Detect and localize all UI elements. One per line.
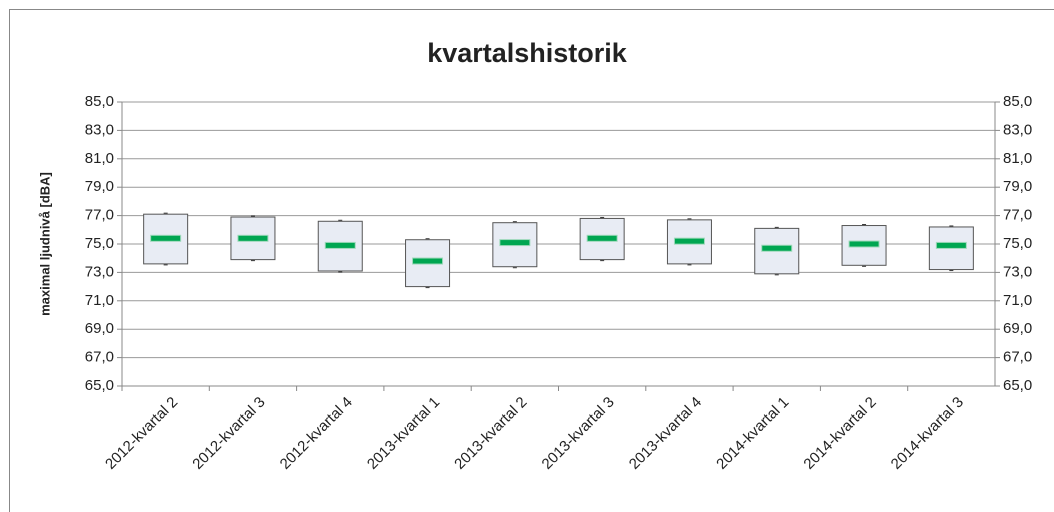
median bbox=[412, 257, 444, 265]
x-tick-label: 2013-kvartal 1 bbox=[364, 394, 443, 473]
y2-tick-label: 71,0 bbox=[1003, 292, 1032, 309]
y-tick-label: 71,0 bbox=[85, 292, 114, 309]
y-tick-label: 73,0 bbox=[85, 263, 114, 280]
y-tick-label: 85,0 bbox=[85, 93, 114, 110]
y-tick-label: 79,0 bbox=[85, 178, 114, 195]
y2-tick-label: 67,0 bbox=[1003, 349, 1032, 366]
chart-title: kvartalshistorik bbox=[427, 38, 628, 68]
y-axis-label: maximal ljudnivå [dBA] bbox=[37, 172, 52, 316]
y2-tick-label: 65,0 bbox=[1003, 377, 1032, 394]
y-tick-label: 83,0 bbox=[85, 121, 114, 138]
median bbox=[237, 234, 269, 242]
x-tick-label: 2014-kvartal 1 bbox=[713, 394, 792, 473]
y-tick-label: 75,0 bbox=[85, 235, 114, 252]
median bbox=[499, 239, 531, 247]
y2-tick-label: 81,0 bbox=[1003, 150, 1032, 167]
chart-frame bbox=[9, 9, 1054, 512]
median bbox=[935, 241, 967, 249]
x-tick-label: 2013-kvartal 2 bbox=[451, 394, 530, 473]
y-tick-label: 65,0 bbox=[85, 377, 114, 394]
median bbox=[848, 240, 880, 248]
median bbox=[761, 244, 793, 252]
x-tick-label: 2014-kvartal 2 bbox=[800, 394, 879, 473]
y-tick-label: 67,0 bbox=[85, 349, 114, 366]
x-tick-label: 2013-kvartal 3 bbox=[539, 394, 618, 473]
median bbox=[150, 234, 182, 242]
y2-tick-label: 73,0 bbox=[1003, 263, 1032, 280]
x-tick-label: 2013-kvartal 4 bbox=[626, 394, 705, 473]
y2-tick-label: 85,0 bbox=[1003, 93, 1032, 110]
y2-tick-label: 83,0 bbox=[1003, 121, 1032, 138]
y-tick-label: 77,0 bbox=[85, 207, 114, 224]
y2-tick-label: 79,0 bbox=[1003, 178, 1032, 195]
x-tick-label: 2012-kvartal 4 bbox=[277, 394, 356, 473]
y-tick-label: 69,0 bbox=[85, 320, 114, 337]
x-tick-label: 2012-kvartal 3 bbox=[189, 394, 268, 473]
median bbox=[324, 241, 356, 249]
x-tick-label: 2012-kvartal 2 bbox=[102, 394, 181, 473]
median bbox=[586, 234, 618, 242]
y2-tick-label: 75,0 bbox=[1003, 235, 1032, 252]
y2-tick-label: 69,0 bbox=[1003, 320, 1032, 337]
y-tick-label: 81,0 bbox=[85, 150, 114, 167]
x-tick-label: 2014-kvartal 3 bbox=[888, 394, 967, 473]
median bbox=[673, 237, 705, 245]
y2-tick-label: 77,0 bbox=[1003, 207, 1032, 224]
